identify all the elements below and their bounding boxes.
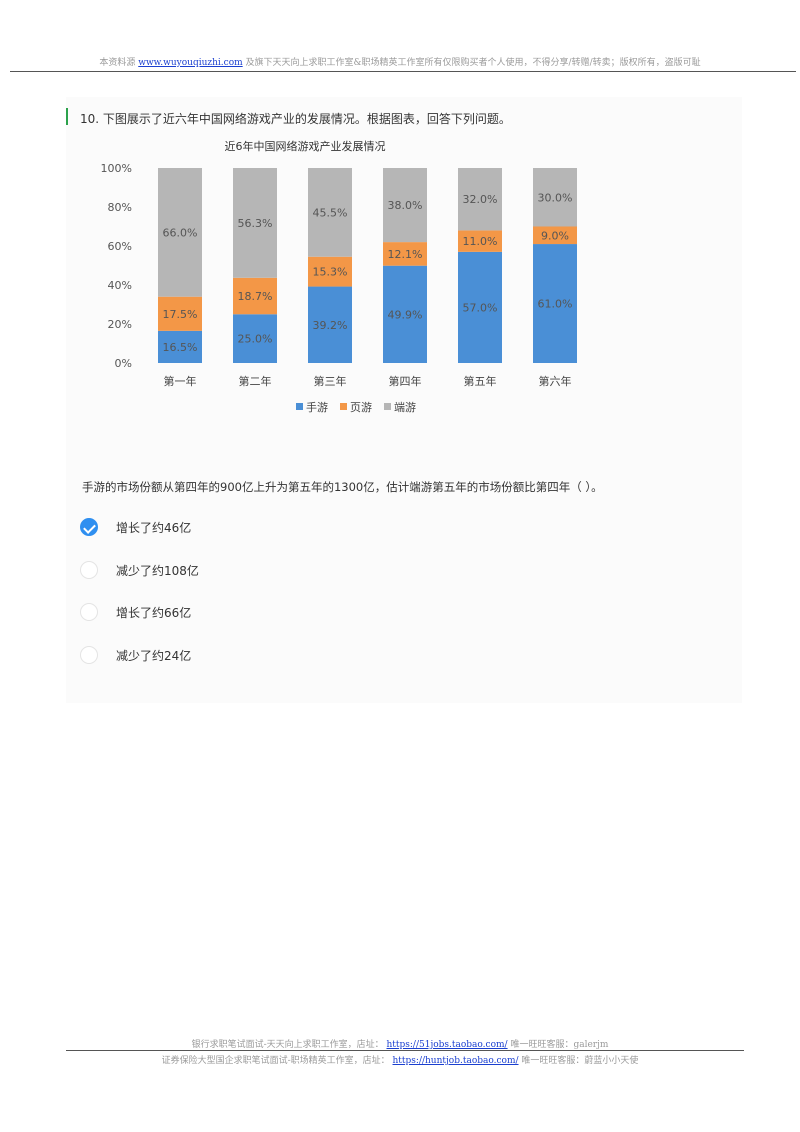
data-label: 56.3% — [238, 217, 273, 230]
option-2[interactable]: 减少了约108亿 — [80, 558, 380, 582]
option-2-label: 减少了约108亿 — [116, 563, 199, 578]
y-tick-label: 40% — [108, 279, 132, 292]
bar-segment — [233, 168, 277, 278]
stacked-bar-chart: 近6年中国网络游戏产业发展情况 0% 20% 40% 60% 80% 100% 16.5% 17… — [100, 134, 620, 434]
data-label: 49.9% — [388, 308, 423, 321]
bar-segment — [383, 265, 427, 363]
bar-segment — [458, 230, 502, 252]
question-title: 10. 下图展示了近六年中国网络游戏产业的发展情况。根据图表，回答下列问题。 — [80, 112, 511, 126]
footer-1-suffix: 唯一旺旺客服：galerjm — [510, 1040, 609, 1050]
bar-segment — [308, 168, 352, 257]
data-label: 57.0% — [463, 301, 498, 314]
header-prefix: 本资料源 — [99, 58, 136, 68]
bar-segment — [458, 168, 502, 231]
option-4-label: 减少了约24亿 — [116, 648, 192, 663]
x-tick-label: 第三年 — [314, 374, 347, 388]
legend-label: 端游 — [394, 401, 416, 414]
bar-segment — [533, 168, 577, 227]
bar-segment — [233, 314, 277, 363]
y-tick-label: 20% — [108, 318, 132, 331]
data-label: 30.0% — [538, 191, 573, 204]
bar-segment — [383, 242, 427, 266]
data-label: 39.2% — [313, 319, 348, 332]
radio-check-icon[interactable] — [80, 518, 98, 536]
header-suffix: 及旗下天天向上求职工作室&职场精英工作室所有仅限购买者个人使用，不得分享/转赠/… — [245, 58, 701, 68]
radio-empty-icon[interactable] — [80, 603, 98, 621]
x-tick-label: 第一年 — [164, 374, 197, 388]
footer-2-link[interactable]: https://huntjob.taobao.com/ — [392, 1056, 519, 1066]
data-label: 18.7% — [238, 290, 273, 303]
question-accent-bar — [66, 108, 68, 125]
footer-1-link[interactable]: https://51jobs.taobao.com/ — [386, 1040, 508, 1050]
x-tick-label: 第六年 — [539, 374, 572, 388]
chart-title: 近6年中国网络游戏产业发展情况 — [225, 139, 386, 153]
bar-segment — [158, 168, 202, 297]
header-divider — [10, 71, 796, 72]
radio-empty-icon[interactable] — [80, 646, 98, 664]
option-4[interactable]: 减少了约24亿 — [80, 643, 380, 667]
data-label: 15.3% — [313, 266, 348, 279]
bar-segment — [158, 296, 202, 331]
data-label: 45.5% — [313, 206, 348, 219]
header-link[interactable]: www.wuyouqiuzhi.com — [138, 58, 243, 68]
legend-swatch — [340, 403, 347, 410]
bar-segment — [233, 277, 277, 315]
radio-empty-icon[interactable] — [80, 561, 98, 579]
bar-segment — [533, 244, 577, 363]
page-header: 本资料源 www.wuyouqiuzhi.com 及旗下天天向上求职工作室&职场… — [0, 55, 800, 68]
x-tick-label: 第四年 — [389, 374, 422, 388]
y-tick-label: 60% — [108, 240, 132, 253]
x-tick-label: 第五年 — [464, 374, 497, 388]
data-label: 32.0% — [463, 193, 498, 206]
legend-swatch — [296, 403, 303, 410]
bar-segment — [308, 286, 352, 363]
y-tick-label: 0% — [115, 357, 132, 370]
data-label: 17.5% — [163, 308, 198, 321]
chart-svg: 近6年中国网络游戏产业发展情况 0% 20% 40% 60% 80% 100% 16.5% 17… — [101, 139, 577, 414]
bar-segment — [458, 251, 502, 363]
x-tick-label: 第二年 — [239, 374, 272, 388]
y-tick-label: 80% — [108, 201, 132, 214]
bar-segment — [158, 330, 202, 363]
data-label: 61.0% — [538, 298, 573, 311]
y-tick-label: 100% — [101, 162, 132, 175]
footer-line-2: 证券保险大型国企求职笔试面试-职场精英工作室，店址： https://huntj… — [0, 1053, 800, 1066]
footer-2-suffix: 唯一旺旺客服：蔚蓝小小天使 — [521, 1056, 639, 1066]
bar-segment — [533, 226, 577, 245]
legend-label: 手游 — [306, 400, 328, 414]
data-label: 25.0% — [238, 333, 273, 346]
footer-2-prefix: 证券保险大型国企求职笔试面试-职场精英工作室，店址： — [161, 1056, 390, 1066]
bar-segment — [383, 168, 427, 243]
footer-line-1: 银行求职笔试面试-天天向上求职工作室，店址： https://51jobs.ta… — [0, 1037, 800, 1050]
data-label: 12.1% — [388, 248, 423, 261]
data-label: 66.0% — [163, 226, 198, 239]
legend-swatch — [384, 403, 391, 410]
footer-divider — [66, 1050, 744, 1051]
data-label: 9.0% — [541, 229, 569, 242]
legend-label: 页游 — [350, 401, 372, 414]
option-3[interactable]: 增长了约66亿 — [80, 600, 380, 624]
data-label: 11.0% — [463, 235, 498, 248]
footer-1-prefix: 银行求职笔试面试-天天向上求职工作室，店址： — [191, 1040, 384, 1050]
data-label: 16.5% — [163, 341, 198, 354]
option-1-label: 增长了约46亿 — [116, 520, 192, 535]
data-label: 38.0% — [388, 199, 423, 212]
option-1[interactable]: 增长了约46亿 — [80, 515, 380, 539]
question-text: 手游的市场份额从第四年的900亿上升为第五年的1300亿，估计端游第五年的市场份… — [82, 480, 603, 494]
option-3-label: 增长了约66亿 — [116, 605, 192, 620]
bar-segment — [308, 256, 352, 287]
